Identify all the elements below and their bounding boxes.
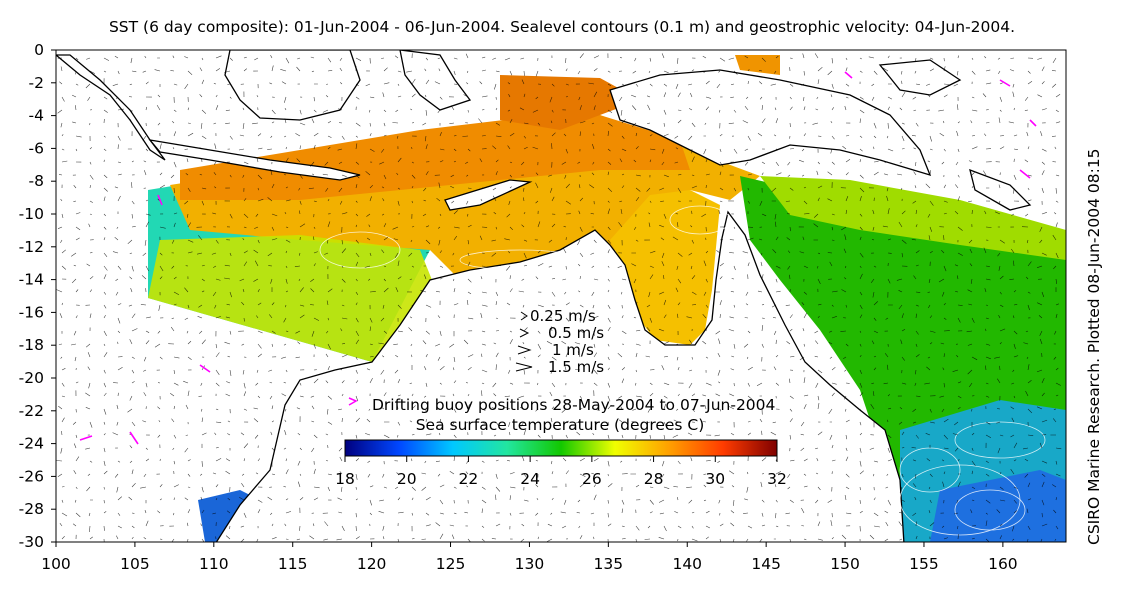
- buoy-track: [1019, 169, 1031, 179]
- sst-banda-sea-hot: [500, 75, 640, 130]
- x-tick-label: 110: [199, 555, 229, 573]
- buoy-track: [844, 71, 853, 79]
- x-tick-label: 100: [41, 555, 71, 573]
- colorbar-tick-label: 26: [582, 470, 602, 488]
- map-title: SST (6 day composite): 01-Jun-2004 - 06-…: [108, 18, 1016, 36]
- buoy-track: [79, 435, 93, 441]
- buoy-track: [157, 194, 163, 206]
- velocity-arrows: [56, 53, 1062, 542]
- colorbar-tick-label: 28: [644, 470, 664, 488]
- solomons-land: [969, 168, 1032, 211]
- y-tick-label: -10: [19, 205, 44, 223]
- australia-land: [215, 210, 905, 542]
- buoy-track-icon: [348, 397, 358, 406]
- buoy-tracks: [79, 71, 1037, 445]
- x-tick-label: 115: [278, 555, 308, 573]
- sealevel-contour: [954, 489, 1026, 531]
- x-tick-label: 135: [594, 555, 624, 573]
- y-tick-label: -18: [19, 336, 44, 354]
- velocity-legend: 0.25 m/s0.5 m/s1 m/s1.5 m/s: [515, 307, 604, 376]
- sumatra-land: [56, 54, 166, 161]
- y-axis: 0 -2 -4 -6 -8 -10 -12 -14 -16 -18 -20 -22 -24 -26 -28 -…: [19, 41, 56, 551]
- x-axis: 100 105 110 115 120 125 130 135 140 145 150 155 160: [41, 542, 1018, 573]
- sulawesi-land: [399, 50, 472, 111]
- y-tick-label: -2: [29, 74, 44, 92]
- timor-land: [444, 179, 533, 211]
- colorbar-tick-label: 20: [397, 470, 417, 488]
- x-tick-label: 160: [988, 555, 1018, 573]
- y-tick-label: -14: [19, 271, 44, 289]
- sealevel-contour: [459, 249, 581, 271]
- x-tick-label: 140: [672, 555, 702, 573]
- y-tick-label: -26: [19, 467, 44, 485]
- velocity-legend-label: 1 m/s: [552, 341, 594, 359]
- new-guinea-land: [609, 69, 932, 177]
- sealevel-contour: [669, 205, 731, 235]
- sst-tasman-blue: [930, 470, 1066, 542]
- velocity-arrow-field: [56, 53, 1062, 542]
- colorbar-label: Sea surface temperature (degrees C): [416, 416, 705, 434]
- colorbar-ticks: 18 20 22 24 26 28 30 32: [335, 456, 787, 488]
- sealevel-contour: [319, 231, 401, 269]
- java-land: [148, 139, 361, 181]
- x-tick-label: 105: [120, 555, 150, 573]
- y-tick-label: -8: [29, 172, 44, 190]
- velocity-legend-label: 1.5 m/s: [548, 358, 604, 376]
- velocity-arrow-icon: [519, 328, 530, 338]
- colorbar-tick-label: 22: [459, 470, 479, 488]
- coastline: [56, 50, 1032, 542]
- x-tick-label: 125: [436, 555, 466, 573]
- velocity-legend-label: 0.5 m/s: [548, 324, 604, 342]
- y-tick-label: -28: [19, 500, 44, 518]
- y-tick-label: -12: [19, 238, 44, 256]
- y-tick-label: -16: [19, 303, 44, 321]
- colorbar: Sea surface temperature (degrees C) 18 20…: [335, 416, 787, 488]
- y-tick-label: -4: [29, 107, 44, 125]
- y-tick-label: -22: [19, 402, 44, 420]
- x-tick-label: 145: [751, 555, 781, 573]
- sst-coral-sea-north: [760, 176, 1066, 260]
- sst-timor-sea-hot: [180, 112, 690, 200]
- buoy-track: [1029, 119, 1037, 127]
- buoy-legend: Drifting buoy positions 28-May-2004 to 0…: [348, 396, 775, 414]
- buoy-legend-label: Drifting buoy positions 28-May-2004 to 0…: [372, 396, 775, 414]
- velocity-arrow-icon: [515, 362, 533, 372]
- velocity-legend-label: 0.25 m/s: [530, 307, 596, 325]
- x-tick-label: 120: [357, 555, 387, 573]
- sst-png-north: [735, 55, 780, 75]
- plot-frame: [55, 49, 1067, 543]
- new-britain-land: [878, 59, 962, 96]
- y-tick-label: -30: [19, 533, 44, 551]
- colorbar-tick-label: 24: [520, 470, 540, 488]
- colorbar-tick-label: 18: [335, 470, 355, 488]
- colorbar-gradient: [344, 439, 778, 457]
- buoy-track: [129, 431, 139, 445]
- y-tick-label: -20: [19, 369, 44, 387]
- borneo-land: [224, 50, 361, 121]
- x-tick-label: 155: [909, 555, 939, 573]
- buoy-track: [199, 364, 211, 373]
- buoy-track: [999, 79, 1011, 87]
- colorbar-tick-label: 32: [767, 470, 787, 488]
- colorbar-tick-label: 30: [705, 470, 725, 488]
- velocity-arrow-icon: [520, 311, 528, 321]
- y-tick-label: -6: [29, 139, 44, 157]
- x-tick-label: 150: [830, 555, 860, 573]
- y-tick-label: 0: [34, 41, 44, 59]
- y-tick-label: -24: [19, 435, 44, 453]
- x-tick-label: 130: [515, 555, 545, 573]
- velocity-arrow-icon: [517, 345, 532, 355]
